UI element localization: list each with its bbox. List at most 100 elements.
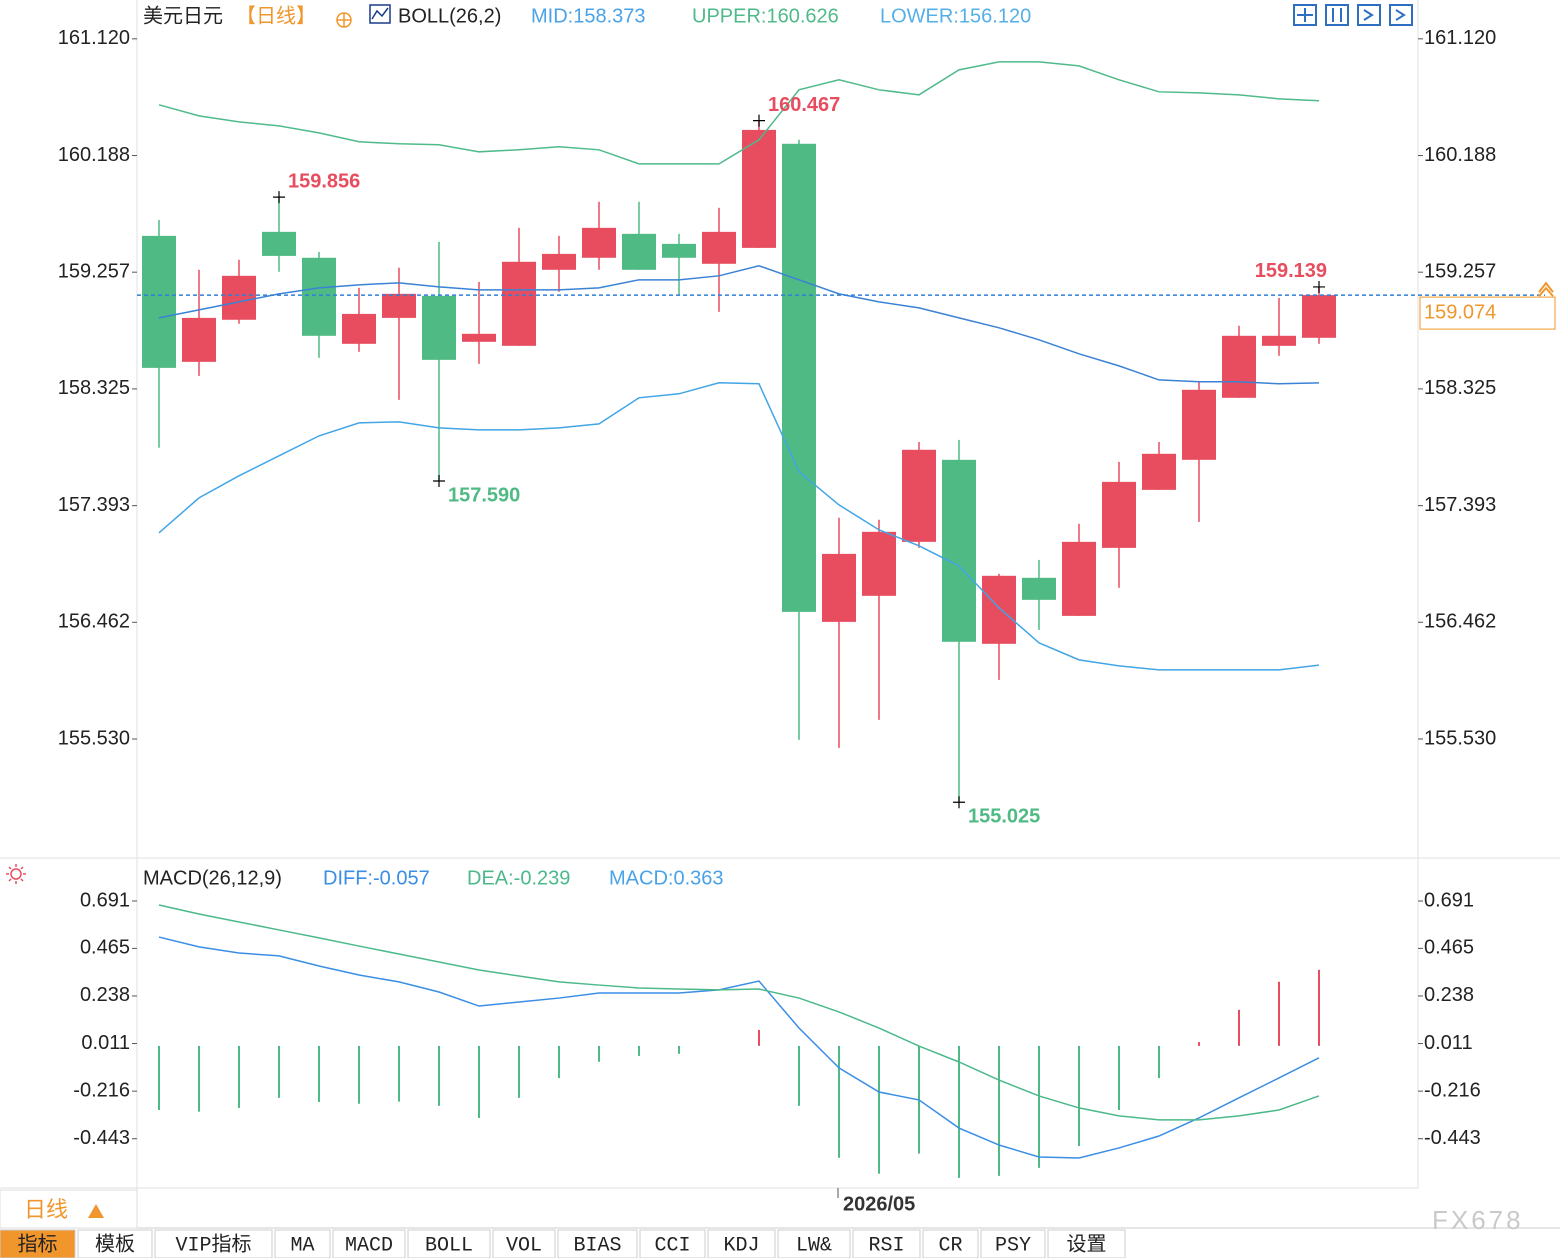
candle-body	[1182, 389, 1216, 460]
candle-body	[302, 257, 336, 336]
last-price-arrow	[1538, 281, 1554, 297]
toolbar-icons[interactable]	[1293, 4, 1413, 26]
candle-body	[222, 275, 256, 320]
toolbar-tab-label[interactable]: BOLL	[425, 1234, 473, 1257]
candle-body	[662, 243, 696, 258]
y-tick-label-left: 155.530	[58, 727, 130, 749]
toolbar-tab[interactable]	[777, 1229, 851, 1258]
y-tick-label-left: 160.188	[58, 144, 130, 166]
extreme-marker	[433, 474, 445, 487]
last-price-label: 159.074	[1424, 301, 1496, 323]
indicator-title: MACD(26,12,9)	[143, 867, 282, 889]
toolbar-tab[interactable]	[852, 1229, 921, 1258]
extreme-label: 159.856	[288, 170, 360, 192]
candle-body	[702, 231, 736, 264]
y-tick-label-right: -0.216	[1424, 1079, 1481, 1101]
y-tick-label-right: 0.238	[1424, 984, 1474, 1006]
toolbar-tab-label[interactable]: MA	[290, 1234, 314, 1257]
toolbar-tab[interactable]	[707, 1229, 776, 1258]
toolbar-tab[interactable]	[0, 1229, 76, 1258]
extreme-marker	[753, 114, 765, 127]
y-tick-label-right: -0.443	[1424, 1127, 1481, 1149]
toolbar-tab-label[interactable]: RSI	[868, 1234, 904, 1257]
legend-entry: LOWER:156.120	[880, 5, 1031, 27]
toolbar-tab[interactable]	[639, 1229, 706, 1258]
y-tick-label-right: 158.325	[1424, 377, 1496, 399]
period-tab-label[interactable]: 日线	[24, 1198, 68, 1223]
candle-body	[822, 553, 856, 622]
candle-body	[1262, 335, 1296, 346]
y-tick-label-left: 161.120	[58, 27, 130, 49]
candle-body	[422, 295, 456, 360]
toolbar-tab[interactable]	[980, 1229, 1046, 1258]
legend-entry: MACD:0.363	[609, 867, 724, 889]
toolbar-tab[interactable]	[922, 1229, 979, 1258]
y-tick-label-right: 0.465	[1424, 937, 1474, 959]
period-tab[interactable]: 日线	[0, 1189, 138, 1229]
frame	[0, 0, 1560, 1229]
y-tick-label-left: 158.325	[58, 377, 130, 399]
macd-icon[interactable]	[6, 864, 26, 884]
candle-body	[342, 313, 376, 344]
toolbar-tab[interactable]	[154, 1229, 273, 1258]
extreme-marker	[273, 191, 285, 204]
indicator-line	[158, 904, 1320, 1121]
toolbar-tab[interactable]	[1047, 1229, 1126, 1258]
extreme-label: 160.467	[768, 94, 840, 116]
toolbar-tab-label[interactable]: CCI	[654, 1234, 690, 1257]
toolbar-tab[interactable]	[407, 1229, 491, 1258]
indicator-title: BOLL(26,2)	[398, 5, 501, 27]
y-tick-label-right: 156.462	[1424, 611, 1496, 633]
candle-body	[1102, 481, 1136, 548]
extreme-label: 157.590	[448, 484, 520, 506]
candle-body	[542, 253, 576, 270]
candle-body	[462, 333, 496, 342]
toolbar-tab[interactable]	[274, 1229, 331, 1258]
extreme-label: 159.139	[1255, 260, 1327, 282]
watermark: FX678	[1432, 1205, 1524, 1235]
toolbar-tab-label[interactable]: VIP指标	[175, 1232, 251, 1257]
toolbar-tab-label[interactable]: 指标	[18, 1232, 58, 1257]
y-tick-label-left: -0.216	[73, 1079, 130, 1101]
y-tick-label-left: 157.393	[58, 494, 130, 516]
candle-body	[262, 231, 296, 256]
candle-body	[1222, 335, 1256, 398]
candle-body	[1142, 453, 1176, 490]
candle-body	[982, 575, 1016, 644]
toolbar-tab-label[interactable]: BIAS	[573, 1234, 621, 1257]
toolbar-tab-label[interactable]: LW&	[796, 1234, 832, 1257]
toolbar-tab-label[interactable]: CR	[938, 1234, 962, 1257]
toolbar-tab-label[interactable]: 模板	[95, 1232, 135, 1257]
candle-body	[902, 449, 936, 542]
indicator-line	[158, 936, 1320, 1159]
period-tab-arrow[interactable]	[88, 1204, 104, 1218]
toolbar-tab-label[interactable]: PSY	[995, 1234, 1031, 1257]
toolbar-tab[interactable]	[492, 1229, 556, 1258]
indicator-line	[158, 382, 1320, 671]
candle-body	[582, 227, 616, 258]
y-tick-label-left: 0.465	[80, 937, 130, 959]
toolbar-tab-label[interactable]: VOL	[506, 1234, 542, 1257]
toolbar-tab[interactable]	[557, 1229, 638, 1258]
candle-body	[142, 235, 176, 368]
y-tick-label-right: 0.011	[1424, 1032, 1473, 1054]
add-icon[interactable]	[336, 12, 352, 28]
candle-body	[502, 261, 536, 346]
y-tick-label-left: 0.691	[80, 889, 130, 911]
toolbar-tab-label[interactable]: 设置	[1067, 1232, 1107, 1257]
period-label[interactable]: 【日线】	[236, 4, 316, 27]
extreme-marker	[953, 796, 965, 809]
toolbar-tab[interactable]	[77, 1229, 153, 1258]
candle-body	[1022, 577, 1056, 600]
y-tick-label-right: 157.393	[1424, 494, 1496, 516]
extreme-marker	[1313, 280, 1325, 293]
candle-body	[742, 129, 776, 248]
legend-entry: DIFF:-0.057	[323, 867, 430, 889]
y-tick-label-right: 0.691	[1424, 889, 1474, 911]
candle-body	[1302, 295, 1336, 338]
y-tick-label-left: -0.443	[73, 1127, 130, 1149]
toolbar-tab[interactable]	[332, 1229, 406, 1258]
toolbar-tab-label[interactable]: KDJ	[723, 1234, 759, 1257]
toolbar-tab-label[interactable]: MACD	[345, 1234, 393, 1257]
